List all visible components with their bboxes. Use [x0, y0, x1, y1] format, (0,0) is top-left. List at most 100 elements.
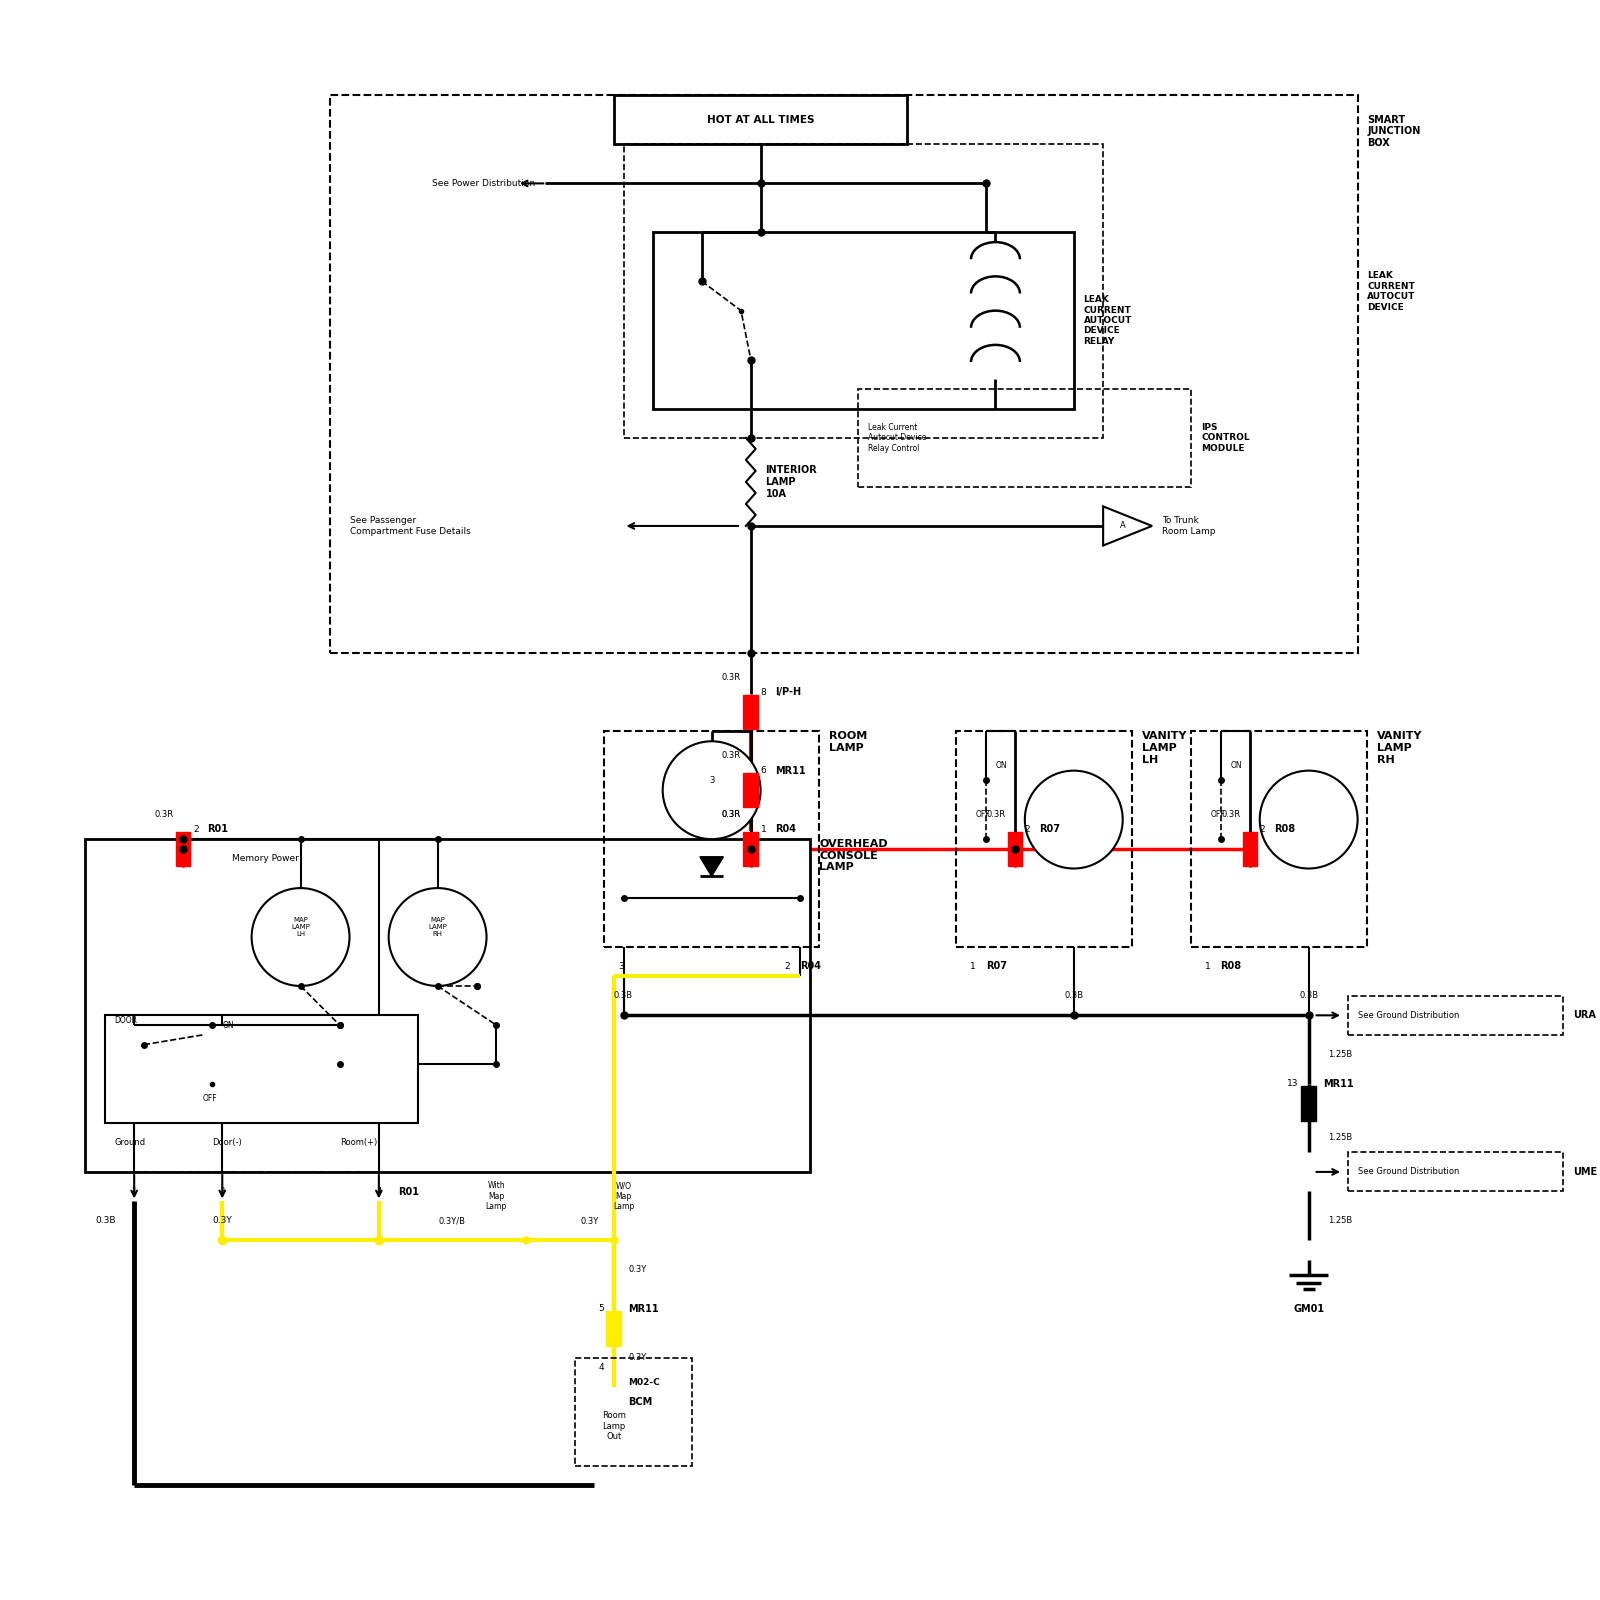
Bar — [106, 1016, 418, 1123]
Text: R01: R01 — [208, 824, 229, 834]
Text: 3: 3 — [618, 962, 624, 971]
Text: See Power Distribution: See Power Distribution — [432, 179, 536, 187]
Bar — [1347, 995, 1563, 1035]
Text: MAP
LAMP
LH: MAP LAMP LH — [291, 917, 310, 938]
Text: INTERIOR
LAMP
10A: INTERIOR LAMP 10A — [765, 466, 818, 499]
Text: 0.3R: 0.3R — [1221, 810, 1240, 819]
Text: See Ground Distribution: See Ground Distribution — [1358, 1168, 1459, 1176]
Text: MR11: MR11 — [776, 766, 806, 776]
Text: 4: 4 — [376, 1187, 381, 1195]
Circle shape — [1259, 771, 1358, 869]
Bar — [744, 832, 758, 866]
Text: 2: 2 — [194, 826, 198, 834]
Text: See Ground Distribution: See Ground Distribution — [1358, 1011, 1459, 1019]
Bar — [1301, 1086, 1317, 1120]
Text: LEAK
CURRENT
AUTOCUT
DEVICE: LEAK CURRENT AUTOCUT DEVICE — [1368, 272, 1416, 312]
Polygon shape — [1102, 506, 1152, 546]
Text: R07: R07 — [1040, 824, 1061, 834]
Text: 1: 1 — [1205, 962, 1211, 971]
Text: Door(-): Door(-) — [213, 1138, 242, 1147]
Bar — [1347, 1152, 1563, 1192]
Text: IPS
CONTROL
MODULE: IPS CONTROL MODULE — [1202, 422, 1250, 453]
Circle shape — [251, 888, 349, 986]
Text: R07: R07 — [986, 962, 1006, 971]
Text: With
Map
Lamp: With Map Lamp — [486, 1181, 507, 1211]
Text: VANITY
LAMP
LH: VANITY LAMP LH — [1142, 731, 1187, 765]
Text: 1.25B: 1.25B — [1328, 1216, 1352, 1226]
Text: 13: 13 — [1288, 1080, 1299, 1088]
Bar — [957, 731, 1133, 947]
Bar — [1243, 832, 1258, 866]
Text: To Trunk
Room Lamp: To Trunk Room Lamp — [1162, 517, 1216, 536]
Text: LEAK
CURRENT
AUTOCUT
DEVICE
RELAY: LEAK CURRENT AUTOCUT DEVICE RELAY — [1083, 294, 1131, 346]
Text: ON: ON — [995, 762, 1006, 770]
Text: R08: R08 — [1275, 824, 1296, 834]
Text: 0.3R: 0.3R — [722, 810, 741, 819]
Text: SMART
JUNCTION
BOX: SMART JUNCTION BOX — [1368, 115, 1421, 149]
Text: Memory Power: Memory Power — [232, 854, 299, 864]
Text: 1: 1 — [760, 826, 766, 834]
Text: OFF: OFF — [203, 1094, 218, 1102]
Text: 3: 3 — [709, 776, 714, 786]
Bar — [744, 773, 758, 808]
Text: 0.3R: 0.3R — [722, 752, 741, 760]
Bar — [606, 1312, 621, 1346]
Text: OFF: OFF — [1211, 810, 1226, 819]
Text: Leak Current
Autocut Device
Relay Control: Leak Current Autocut Device Relay Contro… — [869, 422, 926, 453]
Text: Room(+): Room(+) — [339, 1138, 378, 1147]
Circle shape — [389, 888, 486, 986]
Text: R08: R08 — [1221, 962, 1242, 971]
Bar — [859, 389, 1192, 486]
Text: 2: 2 — [784, 962, 790, 971]
Bar — [330, 96, 1358, 653]
Text: MAP
LAMP
RH: MAP LAMP RH — [429, 917, 446, 938]
Text: 0.3Y: 0.3Y — [581, 1216, 598, 1226]
Text: 2: 2 — [1259, 826, 1266, 834]
Circle shape — [662, 741, 760, 838]
Text: ON: ON — [1230, 762, 1242, 770]
Text: 0.3B: 0.3B — [1299, 992, 1318, 1000]
Text: DOOR: DOOR — [115, 1016, 138, 1024]
Text: OFF: OFF — [976, 810, 990, 819]
Text: OVERHEAD
CONSOLE
LAMP: OVERHEAD CONSOLE LAMP — [819, 838, 888, 872]
Text: 0.3Y: 0.3Y — [629, 1266, 646, 1274]
Text: 0.3B: 0.3B — [1064, 992, 1083, 1000]
Text: 1.25B: 1.25B — [1328, 1133, 1352, 1142]
Text: 0.3Y: 0.3Y — [629, 1354, 646, 1362]
Text: GM01: GM01 — [1293, 1304, 1325, 1314]
Text: I/P-H: I/P-H — [776, 688, 802, 698]
Text: 3: 3 — [219, 1187, 226, 1195]
Text: Room
Lamp
Out: Room Lamp Out — [602, 1411, 626, 1442]
Text: ON: ON — [222, 1021, 234, 1030]
Text: 0.3R: 0.3R — [986, 810, 1005, 819]
Text: 1: 1 — [970, 962, 976, 971]
Text: 8: 8 — [760, 688, 766, 698]
Text: 0.3B: 0.3B — [614, 992, 634, 1000]
Polygon shape — [699, 856, 723, 877]
Text: M02-C: M02-C — [629, 1378, 661, 1387]
Text: 2: 2 — [1026, 826, 1030, 834]
Text: R01: R01 — [398, 1187, 419, 1197]
Text: 0.3R: 0.3R — [722, 674, 741, 682]
Bar — [653, 232, 1074, 408]
Bar — [1192, 731, 1368, 947]
Text: R04: R04 — [800, 962, 821, 971]
Bar — [603, 731, 819, 947]
Text: 0.3R: 0.3R — [154, 810, 173, 819]
Text: UME: UME — [1573, 1166, 1597, 1178]
Text: 1: 1 — [131, 1187, 138, 1195]
Text: MR11: MR11 — [629, 1304, 659, 1314]
Text: 1.25B: 1.25B — [1328, 1050, 1352, 1059]
Text: W/O
Map
Lamp: W/O Map Lamp — [613, 1181, 634, 1211]
Text: R04: R04 — [776, 824, 797, 834]
Bar — [614, 96, 907, 144]
Text: 0.3R: 0.3R — [722, 810, 741, 819]
Bar — [624, 144, 1102, 438]
Circle shape — [1026, 771, 1123, 869]
Text: 0.3Y: 0.3Y — [213, 1216, 232, 1226]
Text: BCM: BCM — [629, 1397, 653, 1406]
Bar — [574, 1358, 693, 1466]
Text: 0.3Y/B: 0.3Y/B — [438, 1216, 466, 1226]
Text: URA: URA — [1573, 1010, 1595, 1021]
Bar — [85, 838, 810, 1171]
